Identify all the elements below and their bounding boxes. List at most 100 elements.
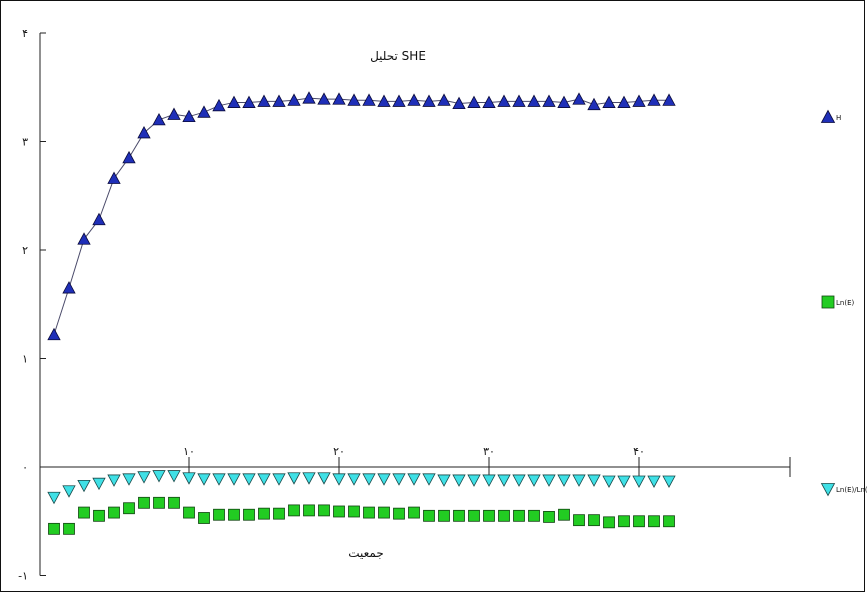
data-point	[453, 509, 465, 522]
data-point	[647, 93, 661, 106]
data-point	[497, 94, 511, 107]
series-2	[47, 470, 676, 505]
data-point	[317, 472, 331, 485]
data-point	[92, 212, 106, 226]
legend-label: H	[836, 114, 841, 122]
data-point	[483, 509, 495, 522]
data-point	[467, 474, 481, 487]
data-point	[167, 470, 181, 483]
data-point	[93, 509, 105, 522]
data-point	[512, 94, 526, 107]
data-point	[498, 509, 510, 522]
data-point	[602, 475, 616, 488]
data-point	[198, 512, 210, 524]
x-tick-label: ۴۰	[633, 445, 645, 458]
data-point	[272, 473, 286, 486]
data-point	[588, 514, 600, 527]
data-point	[213, 508, 225, 521]
data-point	[587, 474, 601, 487]
data-point	[662, 93, 676, 106]
data-point	[393, 507, 405, 520]
y-tick-label: ۳	[22, 136, 28, 149]
data-point	[332, 92, 346, 105]
data-point	[77, 479, 91, 493]
data-point	[542, 94, 556, 107]
data-point	[347, 93, 361, 106]
data-point	[62, 485, 76, 498]
data-point	[452, 474, 466, 487]
data-point	[333, 505, 345, 518]
legend-label: Ln(E)	[836, 299, 854, 307]
data-point	[212, 98, 226, 112]
legend-marker	[821, 295, 835, 309]
data-point	[617, 475, 631, 488]
data-point	[452, 96, 466, 110]
data-point	[512, 474, 526, 487]
data-point	[62, 281, 76, 294]
data-point	[648, 515, 660, 528]
x-tick-label: ۲۰	[333, 445, 345, 458]
data-point	[107, 474, 121, 487]
data-point	[662, 475, 676, 488]
data-point	[617, 95, 631, 108]
data-point	[557, 474, 571, 487]
data-point	[227, 95, 241, 108]
data-point	[558, 508, 570, 521]
y-tick-label: ۴	[22, 27, 28, 40]
data-point	[468, 509, 480, 522]
data-point	[137, 471, 151, 484]
x-tick-label: ۱۰	[183, 445, 195, 458]
data-point	[47, 327, 61, 341]
data-point	[542, 474, 556, 487]
data-point	[632, 94, 646, 107]
y-tick-label: ۲	[22, 244, 28, 257]
data-point	[482, 474, 496, 487]
chart-title: تحلیل SHE	[370, 49, 426, 63]
data-point	[227, 473, 241, 486]
data-point	[182, 472, 196, 485]
data-point	[497, 474, 511, 487]
data-point	[527, 94, 541, 107]
data-point	[63, 522, 75, 535]
legend-marker	[820, 483, 836, 497]
series-layer	[47, 91, 676, 535]
data-point	[152, 470, 166, 483]
data-point	[317, 92, 331, 105]
data-point	[78, 506, 90, 519]
data-point	[167, 107, 181, 120]
data-point	[303, 504, 315, 517]
data-point	[302, 472, 316, 485]
data-point	[257, 94, 271, 107]
data-point	[258, 507, 270, 520]
data-point	[108, 506, 120, 519]
data-point	[618, 515, 630, 528]
data-point	[182, 109, 196, 123]
data-point	[527, 474, 541, 487]
data-point	[557, 95, 571, 108]
x-tick-label: ۳۰	[483, 445, 495, 458]
data-point	[228, 508, 240, 521]
data-point	[47, 491, 61, 505]
data-point	[392, 473, 406, 486]
data-point	[137, 125, 151, 139]
data-point	[437, 93, 451, 106]
data-point	[647, 475, 661, 488]
data-point	[602, 95, 616, 108]
x-axis-label: جمعیت	[348, 546, 384, 560]
data-point	[423, 509, 435, 522]
data-point	[332, 473, 346, 486]
legend-marker	[820, 109, 836, 123]
data-point	[377, 94, 391, 107]
data-point	[77, 232, 91, 245]
data-point	[482, 95, 496, 108]
data-point	[138, 496, 150, 509]
data-point	[407, 93, 421, 106]
data-point	[257, 473, 271, 486]
data-point	[348, 505, 360, 518]
data-point	[168, 496, 180, 509]
data-point	[407, 473, 421, 486]
data-point	[122, 473, 136, 486]
data-point	[632, 475, 646, 488]
data-point	[272, 94, 286, 107]
